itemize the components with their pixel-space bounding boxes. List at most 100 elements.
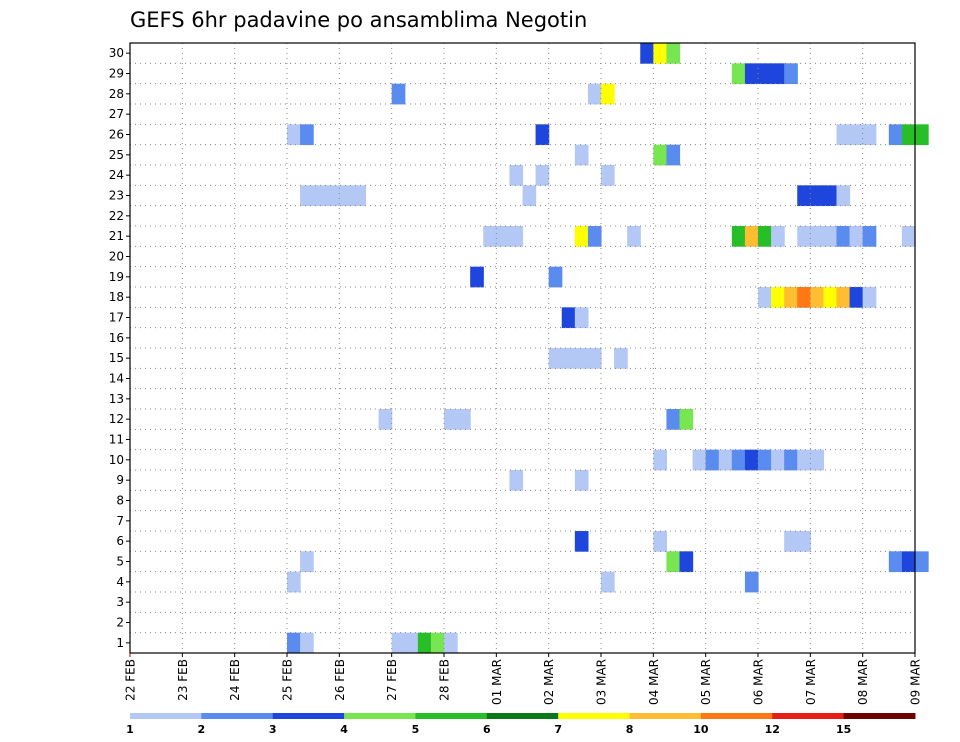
heatmap-cell <box>574 348 589 369</box>
heatmap-cell <box>601 571 615 593</box>
heatmap-cell <box>862 124 877 146</box>
heatmap-cell <box>640 43 654 64</box>
y-tick-label: 7 <box>116 514 124 528</box>
heatmap-cell <box>496 226 511 247</box>
heatmap-cell <box>287 571 301 593</box>
y-tick-label: 24 <box>109 168 124 182</box>
y-tick-label: 19 <box>109 270 124 284</box>
heatmap-cell <box>666 43 681 64</box>
grid-lines <box>130 43 915 653</box>
heatmap-cell <box>417 632 432 654</box>
heatmap-cell <box>849 124 864 146</box>
legend-swatch <box>344 713 416 719</box>
heatmap-cell <box>836 185 851 207</box>
heatmap-cell <box>483 226 497 247</box>
heatmap-cell <box>731 449 746 471</box>
heatmap-cell <box>653 531 668 552</box>
legend-label: 2 <box>198 723 206 736</box>
heatmap-cell <box>849 226 864 247</box>
x-tick-label: 05 MAR <box>699 659 713 705</box>
heatmap-cell <box>574 226 589 247</box>
y-axis-ticks: 1234567891011121314151617181920212223242… <box>109 46 130 650</box>
heatmap-cell <box>535 165 550 186</box>
heatmap-cell <box>744 226 759 247</box>
heatmap-cell <box>313 185 327 207</box>
chart-title: GEFS 6hr padavine po ansamblima Negotin <box>130 8 587 32</box>
heatmap-cell <box>601 83 615 105</box>
heatmap-cell <box>352 185 367 207</box>
y-tick-label: 2 <box>116 616 124 630</box>
heatmap-cell <box>522 185 537 207</box>
x-tick-label: 01 MAR <box>490 659 504 705</box>
x-tick-label: 28 FEB <box>438 659 452 701</box>
legend-label: 12 <box>765 723 780 736</box>
heatmap-cell <box>758 63 772 85</box>
heatmap-cell <box>587 348 602 369</box>
legend-swatch <box>415 713 488 719</box>
x-tick-label: 24 FEB <box>228 659 242 701</box>
heatmap-cell <box>810 185 825 207</box>
heatmap-cell <box>849 287 864 308</box>
y-tick-label: 11 <box>109 433 124 447</box>
x-tick-label: 06 MAR <box>752 659 766 705</box>
heatmap-cell <box>784 531 798 552</box>
x-axis-ticks: 22 FEB 23 FEB 24 FEB 25 FEB 26 FEB 27 FEB 28 F… <box>124 653 923 705</box>
heatmap-cell <box>888 551 903 573</box>
heatmap-cell <box>836 226 851 247</box>
heatmap-cell <box>574 531 589 552</box>
x-tick-label: 27 FEB <box>385 659 399 701</box>
heatmap-cell <box>509 470 524 491</box>
heatmap-cell <box>797 226 811 247</box>
heatmap-cell <box>391 83 406 105</box>
x-tick-label: 26 FEB <box>333 659 347 701</box>
legend-swatch <box>272 713 345 719</box>
heatmap-cell <box>823 185 838 207</box>
x-tick-label: 22 FEB <box>124 659 138 701</box>
y-tick-label: 18 <box>109 290 124 304</box>
legend-label: 1 <box>126 723 134 736</box>
heatmap-cell <box>574 470 589 491</box>
heatmap-cell <box>771 287 785 308</box>
y-tick-label: 27 <box>109 107 124 121</box>
y-tick-label: 10 <box>109 453 124 467</box>
heatmap-cell <box>797 185 811 207</box>
y-tick-label: 5 <box>116 555 124 569</box>
heatmap-cell <box>666 551 681 573</box>
heatmap-cell <box>744 449 759 471</box>
heatmap-cell <box>862 287 877 308</box>
heatmap-cell <box>300 185 314 207</box>
heatmap-cell <box>888 124 903 146</box>
heatmap-cell <box>862 226 877 247</box>
heatmap-cell <box>509 165 524 186</box>
x-tick-label: 07 MAR <box>804 659 818 705</box>
heatmap-cell <box>771 226 785 247</box>
heatmap-cell <box>666 409 681 430</box>
heatmap-cell <box>771 63 785 85</box>
heatmap-cell <box>391 632 406 654</box>
heatmap-cell <box>692 449 707 471</box>
legend-swatch <box>486 713 559 719</box>
heatmap-cell <box>548 266 563 288</box>
heatmap-cells <box>287 43 929 654</box>
heatmap-cell <box>653 449 668 471</box>
heatmap-cell <box>653 43 668 64</box>
plot-frame <box>129 42 916 654</box>
heatmap-cell <box>823 287 838 308</box>
heatmap-cell <box>771 449 785 471</box>
legend-swatch <box>201 713 274 719</box>
x-tick-label: 23 FEB <box>176 659 190 701</box>
legend-label: 10 <box>693 723 709 736</box>
y-tick-label: 17 <box>109 311 124 325</box>
heatmap-cell <box>797 531 811 552</box>
heatmap-cell <box>666 144 681 166</box>
legend-label: 6 <box>483 723 491 736</box>
legend-label: 15 <box>836 723 851 736</box>
y-tick-label: 4 <box>116 575 124 589</box>
y-tick-label: 15 <box>109 351 124 365</box>
y-tick-label: 23 <box>109 189 124 203</box>
heatmap-cell <box>784 449 798 471</box>
legend-label: 5 <box>412 723 420 736</box>
x-tick-label: 04 MAR <box>647 659 661 705</box>
legend-label: 3 <box>269 723 277 736</box>
